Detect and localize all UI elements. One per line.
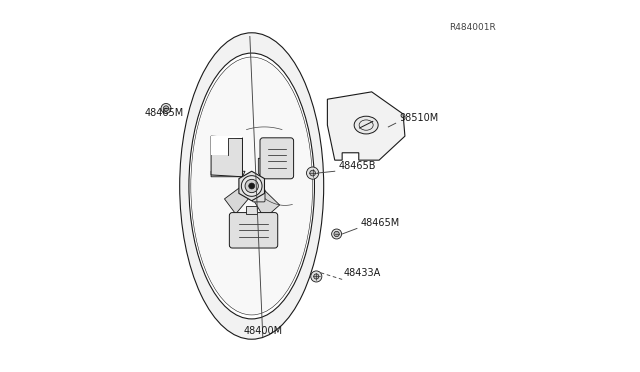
- Polygon shape: [259, 158, 261, 177]
- Polygon shape: [328, 92, 405, 160]
- Circle shape: [241, 176, 262, 196]
- FancyBboxPatch shape: [229, 212, 278, 248]
- Text: 48433A: 48433A: [344, 268, 381, 278]
- FancyBboxPatch shape: [260, 138, 294, 179]
- Circle shape: [311, 271, 322, 282]
- Polygon shape: [225, 182, 255, 214]
- Circle shape: [332, 229, 342, 239]
- Polygon shape: [246, 206, 257, 214]
- Text: 48465B: 48465B: [339, 161, 376, 171]
- Circle shape: [249, 183, 255, 189]
- Circle shape: [161, 103, 171, 113]
- Text: 48465M: 48465M: [145, 109, 184, 118]
- Polygon shape: [211, 171, 245, 177]
- Circle shape: [245, 179, 259, 193]
- Polygon shape: [239, 171, 264, 201]
- Text: R484001R: R484001R: [449, 23, 496, 32]
- Ellipse shape: [354, 116, 378, 134]
- Circle shape: [334, 231, 339, 237]
- Circle shape: [310, 170, 316, 176]
- Polygon shape: [248, 183, 280, 218]
- Text: 48465M: 48465M: [360, 218, 400, 228]
- Ellipse shape: [180, 33, 324, 339]
- Circle shape: [314, 274, 319, 279]
- Ellipse shape: [191, 58, 312, 314]
- Text: 98510M: 98510M: [399, 113, 438, 123]
- Ellipse shape: [189, 53, 314, 319]
- Polygon shape: [211, 136, 243, 155]
- Circle shape: [307, 167, 319, 179]
- Text: 48400M: 48400M: [243, 326, 282, 336]
- FancyBboxPatch shape: [252, 189, 265, 202]
- Circle shape: [163, 106, 169, 111]
- Polygon shape: [211, 136, 243, 177]
